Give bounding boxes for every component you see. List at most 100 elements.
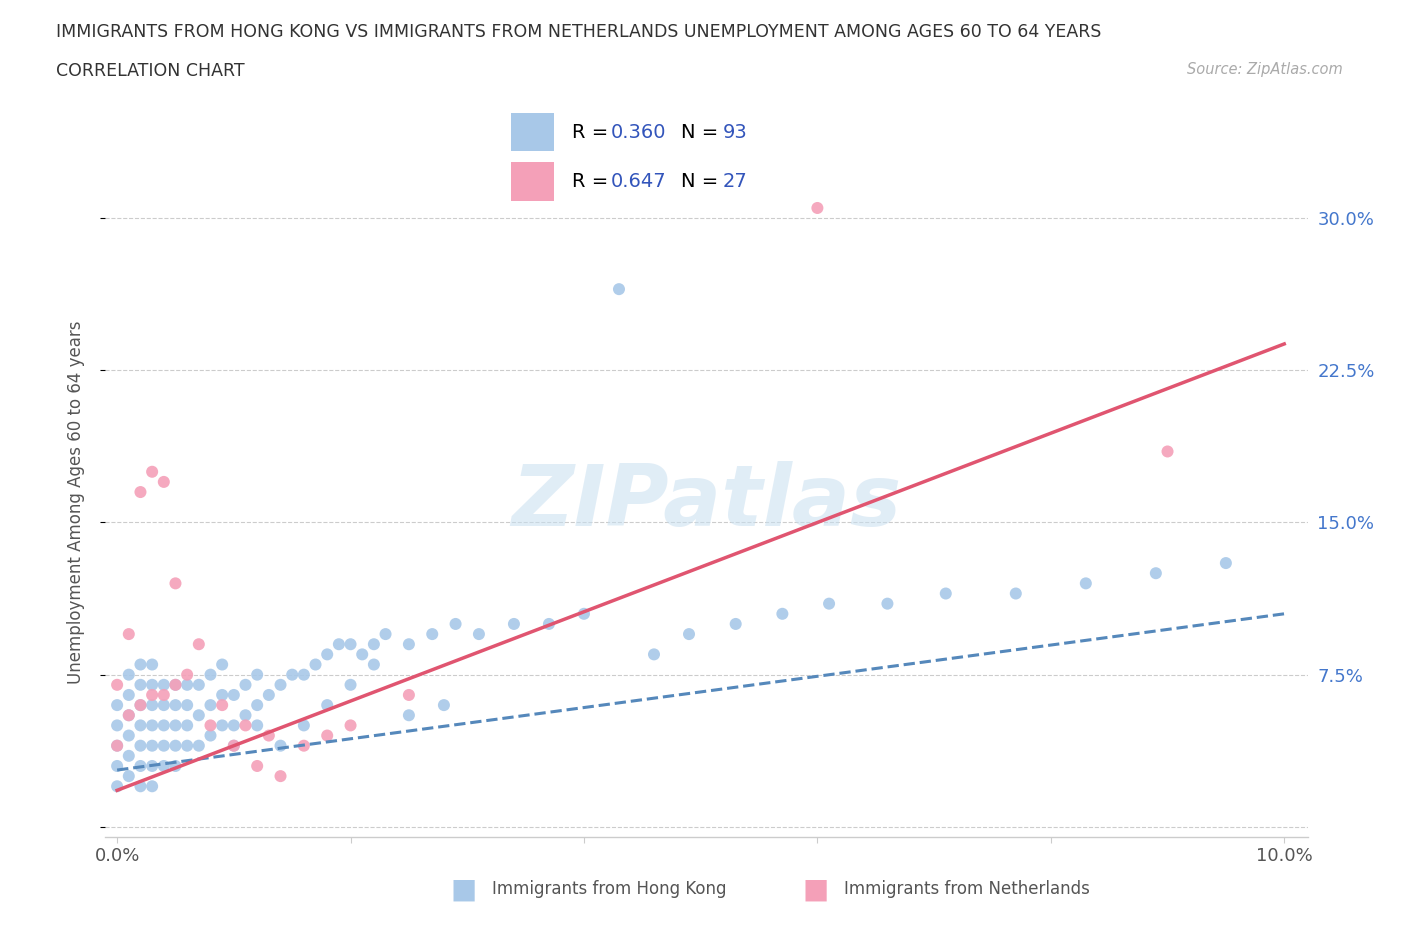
Point <box>118 708 141 723</box>
Point <box>200 718 222 733</box>
Point <box>153 687 176 702</box>
Text: 0.647: 0.647 <box>612 172 666 191</box>
Point <box>129 778 152 793</box>
Point <box>129 677 152 692</box>
Text: 0.360: 0.360 <box>612 123 666 141</box>
Point <box>187 738 209 753</box>
Point <box>222 687 245 702</box>
Point <box>246 718 269 733</box>
Point <box>1215 555 1237 570</box>
Point <box>141 464 163 479</box>
Point <box>105 738 128 753</box>
Point <box>165 759 187 774</box>
Point <box>292 718 315 733</box>
Point <box>935 586 957 601</box>
Text: ■: ■ <box>451 875 477 903</box>
Point <box>222 738 245 753</box>
Point <box>292 738 315 753</box>
Point <box>165 718 187 733</box>
Point <box>165 677 187 692</box>
Text: IMMIGRANTS FROM HONG KONG VS IMMIGRANTS FROM NETHERLANDS UNEMPLOYMENT AMONG AGES: IMMIGRANTS FROM HONG KONG VS IMMIGRANTS … <box>56 23 1102 41</box>
Point <box>270 769 292 784</box>
Point <box>257 728 280 743</box>
Point <box>118 687 141 702</box>
Point <box>118 749 141 764</box>
Point <box>129 485 152 499</box>
Point <box>200 667 222 682</box>
Bar <box>512 113 554 152</box>
Point <box>420 627 443 642</box>
Point <box>176 738 198 753</box>
Point <box>211 658 233 672</box>
Point <box>105 718 128 733</box>
Point <box>724 617 747 631</box>
Point <box>153 718 176 733</box>
Point <box>468 627 491 642</box>
Point <box>398 708 420 723</box>
Point <box>105 759 128 774</box>
Point <box>352 647 374 662</box>
Point <box>211 687 233 702</box>
Point <box>1144 565 1167 580</box>
Point <box>153 698 176 712</box>
Bar <box>512 162 554 201</box>
Point <box>398 637 420 652</box>
Text: Source: ZipAtlas.com: Source: ZipAtlas.com <box>1187 62 1343 77</box>
Point <box>187 677 209 692</box>
Point <box>118 728 141 743</box>
Text: 27: 27 <box>723 172 748 191</box>
Point <box>246 698 269 712</box>
Point <box>211 698 233 712</box>
Point <box>176 667 198 682</box>
Text: CORRELATION CHART: CORRELATION CHART <box>56 62 245 80</box>
Point <box>129 658 152 672</box>
Point <box>257 687 280 702</box>
Point <box>235 677 257 692</box>
Point <box>211 718 233 733</box>
Point <box>141 687 163 702</box>
Point <box>105 677 128 692</box>
Point <box>235 708 257 723</box>
Point <box>118 627 141 642</box>
Point <box>363 658 385 672</box>
Point <box>246 667 269 682</box>
Point <box>339 637 361 652</box>
Point <box>141 778 163 793</box>
Point <box>304 658 326 672</box>
Point <box>316 728 339 743</box>
Point <box>572 606 595 621</box>
Point <box>678 627 700 642</box>
Text: Immigrants from Hong Kong: Immigrants from Hong Kong <box>492 880 727 898</box>
Text: 93: 93 <box>723 123 748 141</box>
Point <box>316 647 339 662</box>
Point <box>105 698 128 712</box>
Point <box>339 677 361 692</box>
Text: N =: N = <box>681 123 724 141</box>
Point <box>176 718 198 733</box>
Point <box>806 201 828 216</box>
Point <box>141 658 163 672</box>
Text: ZIPatlas: ZIPatlas <box>512 460 901 544</box>
Text: N =: N = <box>681 172 724 191</box>
Point <box>398 687 420 702</box>
Point <box>153 738 176 753</box>
Point <box>153 677 176 692</box>
Point <box>176 677 198 692</box>
Point <box>1004 586 1026 601</box>
Point <box>270 677 292 692</box>
Point <box>129 759 152 774</box>
Point <box>818 596 841 611</box>
Point <box>187 637 209 652</box>
Point <box>607 282 630 297</box>
Point <box>129 738 152 753</box>
Point <box>374 627 396 642</box>
Point <box>105 778 128 793</box>
Point <box>433 698 456 712</box>
Point <box>444 617 467 631</box>
Point <box>129 718 152 733</box>
Point <box>281 667 304 682</box>
Point <box>176 698 198 712</box>
Point <box>503 617 526 631</box>
Point <box>537 617 560 631</box>
Point <box>339 718 361 733</box>
